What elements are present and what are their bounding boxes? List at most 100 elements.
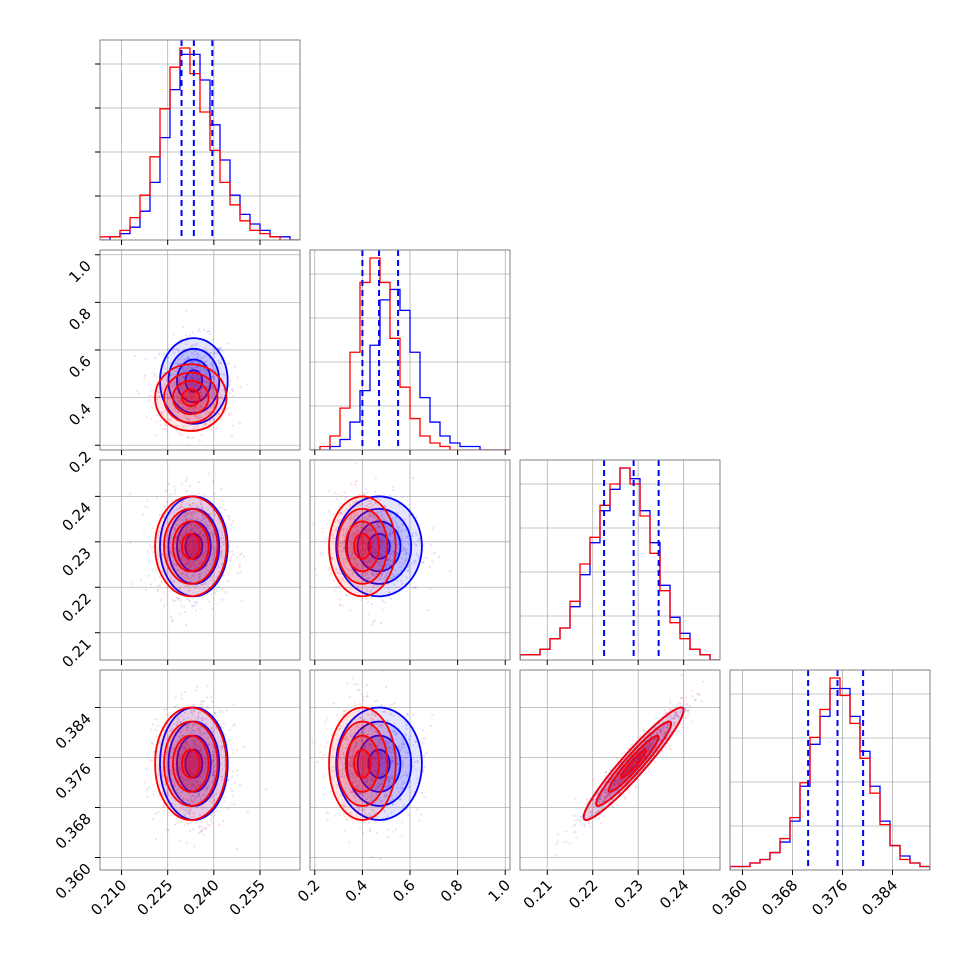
scatter-point xyxy=(376,582,379,585)
scatter-point xyxy=(360,542,364,545)
scatter-point xyxy=(196,778,199,781)
scatter-point xyxy=(174,362,177,365)
scatter-point xyxy=(200,776,203,779)
scatter-point xyxy=(213,769,216,773)
scatter-point xyxy=(162,805,166,808)
scatter-point xyxy=(240,552,243,555)
scatter-point xyxy=(214,362,217,365)
scatter-point xyxy=(192,730,195,733)
scatter-point xyxy=(371,551,375,554)
scatter-point xyxy=(184,761,187,764)
scatter-point xyxy=(163,591,166,594)
scatter-point xyxy=(204,354,207,358)
scatter-point xyxy=(146,549,149,552)
scatter-point xyxy=(380,574,383,577)
scatter-point xyxy=(190,527,193,530)
scatter-point xyxy=(188,822,191,825)
scatter-point xyxy=(236,376,239,379)
scatter-point xyxy=(193,743,197,746)
scatter-point xyxy=(186,375,190,378)
scatter-point xyxy=(387,567,390,570)
scatter-point xyxy=(389,559,392,562)
scatter-point xyxy=(142,378,146,381)
scatter-point xyxy=(195,767,198,771)
scatter-point xyxy=(186,779,189,782)
scatter-point xyxy=(339,814,342,817)
scatter-point xyxy=(185,369,188,373)
scatter-point xyxy=(182,353,185,356)
scatter-point xyxy=(202,833,205,836)
scatter-point xyxy=(179,517,182,520)
scatter-point xyxy=(400,835,403,838)
scatter-point xyxy=(210,362,213,365)
scatter-point xyxy=(196,407,200,410)
scatter-point xyxy=(220,775,224,778)
scatter-point xyxy=(190,549,193,552)
scatter-point xyxy=(349,555,353,558)
scatter-point xyxy=(400,565,403,568)
scatter-point xyxy=(208,402,211,405)
scatter-point xyxy=(359,535,363,538)
scatter-point xyxy=(344,498,347,501)
scatter-point xyxy=(393,568,396,571)
scatter-point xyxy=(205,786,209,790)
scatter-point xyxy=(198,711,201,714)
scatter-point xyxy=(170,499,174,502)
scatter-point xyxy=(173,383,176,386)
scatter-point xyxy=(173,784,176,788)
scatter-point xyxy=(153,373,156,376)
scatter-point xyxy=(411,586,415,589)
scatter-point xyxy=(215,809,218,812)
histogram-series-0 xyxy=(100,53,300,240)
scatter-point xyxy=(165,750,168,753)
scatter-point xyxy=(214,514,217,517)
scatter-point xyxy=(178,540,181,543)
scatter-point xyxy=(168,729,172,732)
scatter-point xyxy=(363,574,366,577)
scatter-point xyxy=(213,548,217,551)
scatter-point xyxy=(170,802,174,805)
scatter-point xyxy=(195,745,198,748)
scatter-point xyxy=(192,377,195,380)
scatter-point xyxy=(190,395,194,398)
scatter-point xyxy=(201,390,204,393)
scatter-point xyxy=(204,566,207,569)
scatter-point xyxy=(356,586,359,589)
scatter-point xyxy=(214,551,217,554)
scatter-point xyxy=(157,554,160,557)
scatter-point xyxy=(230,748,234,751)
scatter-point xyxy=(147,399,151,402)
scatter-point xyxy=(182,734,185,737)
scatter-point xyxy=(345,594,348,597)
scatter-point xyxy=(190,383,193,386)
scatter-point xyxy=(354,542,358,546)
scatter-point xyxy=(389,553,392,556)
scatter-point xyxy=(356,567,360,570)
scatter-point xyxy=(179,399,182,402)
scatter-point xyxy=(197,726,200,729)
scatter-point xyxy=(197,563,201,566)
scatter-point xyxy=(375,527,378,530)
scatter-point xyxy=(194,565,197,568)
scatter-point xyxy=(353,533,356,536)
scatter-point xyxy=(179,399,182,402)
scatter-point xyxy=(184,526,187,529)
scatter-point xyxy=(361,528,364,531)
scatter-point xyxy=(193,574,196,577)
scatter-point xyxy=(220,746,223,749)
scatter-point xyxy=(177,558,180,561)
scatter-point xyxy=(182,515,185,518)
scatter-point xyxy=(158,530,161,533)
scatter-point xyxy=(223,411,226,415)
scatter-point xyxy=(361,580,364,583)
scatter-point xyxy=(166,775,169,779)
scatter-point xyxy=(179,557,182,560)
scatter-point xyxy=(177,759,180,762)
scatter-point xyxy=(215,742,218,746)
scatter-point xyxy=(175,760,179,764)
scatter-point xyxy=(167,396,170,399)
scatter-point xyxy=(378,499,382,502)
scatter-point xyxy=(406,764,409,767)
scatter-point xyxy=(193,542,196,545)
scatter-point xyxy=(360,538,363,541)
